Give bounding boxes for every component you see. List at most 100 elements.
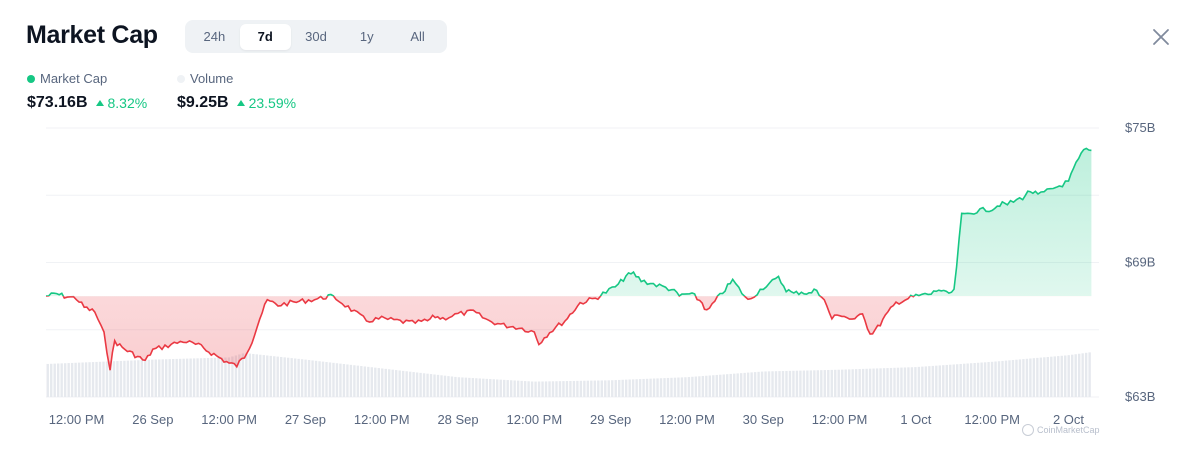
volume-bar	[1088, 352, 1091, 397]
volume-bar	[987, 362, 990, 397]
volume-bar	[332, 362, 335, 397]
volume-bar	[558, 381, 562, 397]
volume-bar	[471, 378, 475, 397]
volume-bar	[95, 361, 98, 397]
volume-bar	[865, 368, 868, 397]
volume-bar	[917, 366, 921, 397]
volume-bar	[788, 370, 792, 397]
volume-bar	[677, 377, 680, 397]
market-cap-area-up	[46, 148, 1092, 297]
volume-bar	[67, 363, 70, 397]
volume-bar	[398, 370, 401, 397]
volume-bar	[733, 373, 736, 397]
volume-bar	[820, 370, 823, 397]
volume-bar	[408, 371, 412, 397]
volume-bar	[109, 361, 112, 397]
volume-bar	[482, 378, 485, 397]
volume-bar	[893, 367, 896, 397]
volume-bar	[475, 378, 478, 397]
volume-bar	[1067, 355, 1070, 397]
volume-bar	[391, 369, 394, 397]
volume-bar	[144, 359, 147, 397]
volume-bar	[84, 362, 88, 397]
volume-bar	[928, 366, 931, 397]
volume-bar	[830, 369, 833, 397]
volume-bar	[356, 365, 360, 397]
volume-bar	[628, 379, 631, 397]
y-tick-label: $63B	[1125, 389, 1155, 404]
volume-bar	[227, 357, 231, 397]
volume-bar	[189, 358, 192, 397]
volume-bar	[429, 374, 433, 397]
volume-bar	[63, 363, 67, 397]
volume-bar	[245, 353, 248, 397]
volume-bar	[544, 381, 548, 397]
volume-bar	[297, 358, 300, 397]
volume-bar	[771, 371, 774, 397]
volume-bar	[262, 355, 265, 397]
volume-bar	[137, 360, 140, 397]
volume-bar	[112, 361, 116, 397]
volume-bar	[307, 360, 311, 397]
volume-bar	[1008, 360, 1011, 397]
volume-bar	[527, 381, 530, 397]
volume-bar	[886, 368, 889, 397]
volume-bar	[680, 377, 684, 397]
volume-bar	[781, 371, 785, 397]
volume-bar	[464, 377, 468, 397]
volume-bar	[1036, 357, 1039, 397]
volume-bar	[105, 361, 109, 397]
tab-7d[interactable]: 7d	[239, 23, 291, 50]
volume-bar	[969, 363, 973, 397]
volume-bar	[426, 373, 429, 397]
volume-bar	[903, 367, 907, 397]
volume-bar	[565, 381, 569, 397]
close-icon[interactable]	[1150, 26, 1172, 48]
volume-bar	[666, 377, 670, 397]
legend-volume-label: Volume	[190, 71, 234, 86]
volume-bar	[140, 360, 144, 397]
tab-30d[interactable]: 30d	[305, 28, 327, 44]
volume-bar	[182, 358, 185, 397]
volume-bar	[806, 370, 809, 397]
tab-all[interactable]: All	[410, 28, 425, 44]
volume-bar	[1046, 356, 1050, 397]
volume-bar	[165, 359, 168, 397]
volume-bar	[1050, 356, 1053, 397]
volume-bar	[130, 360, 133, 397]
volume-bar	[889, 367, 893, 397]
volume-bar	[53, 363, 56, 397]
volume-bar	[1011, 360, 1015, 397]
volume-bar	[687, 377, 691, 397]
volume-bar	[259, 354, 262, 397]
tab-24h[interactable]: 24h	[203, 28, 226, 44]
x-tick-label: 12:00 PM	[201, 412, 257, 427]
volume-bar	[872, 368, 875, 397]
market-cap-change-value: 8.32%	[107, 95, 148, 111]
volume-bar	[802, 370, 806, 397]
volume-bar	[851, 369, 854, 397]
volume-bar	[705, 375, 708, 397]
volume-bar	[415, 372, 419, 397]
volume-bar	[318, 361, 321, 397]
volume-bar	[1084, 352, 1088, 397]
volume-bar	[708, 375, 712, 397]
volume-bar	[673, 377, 677, 397]
tab-1y[interactable]: 1y	[359, 28, 374, 44]
volume-bar	[217, 357, 220, 397]
volume-bar	[269, 355, 272, 397]
volume-bar	[921, 366, 924, 397]
volume-bar	[377, 368, 380, 397]
volume-bar	[551, 381, 555, 397]
volume-bar	[701, 376, 705, 397]
volume-bar	[698, 376, 701, 397]
volume-bar	[367, 366, 370, 397]
volume-bar	[213, 357, 217, 397]
x-tick-label: 12:00 PM	[659, 412, 715, 427]
volume-bar	[516, 380, 520, 397]
page-title: Market Cap	[26, 21, 158, 49]
y-tick-label: $69B	[1125, 255, 1155, 270]
volume-bar	[962, 363, 966, 397]
volume-bar	[659, 378, 663, 397]
